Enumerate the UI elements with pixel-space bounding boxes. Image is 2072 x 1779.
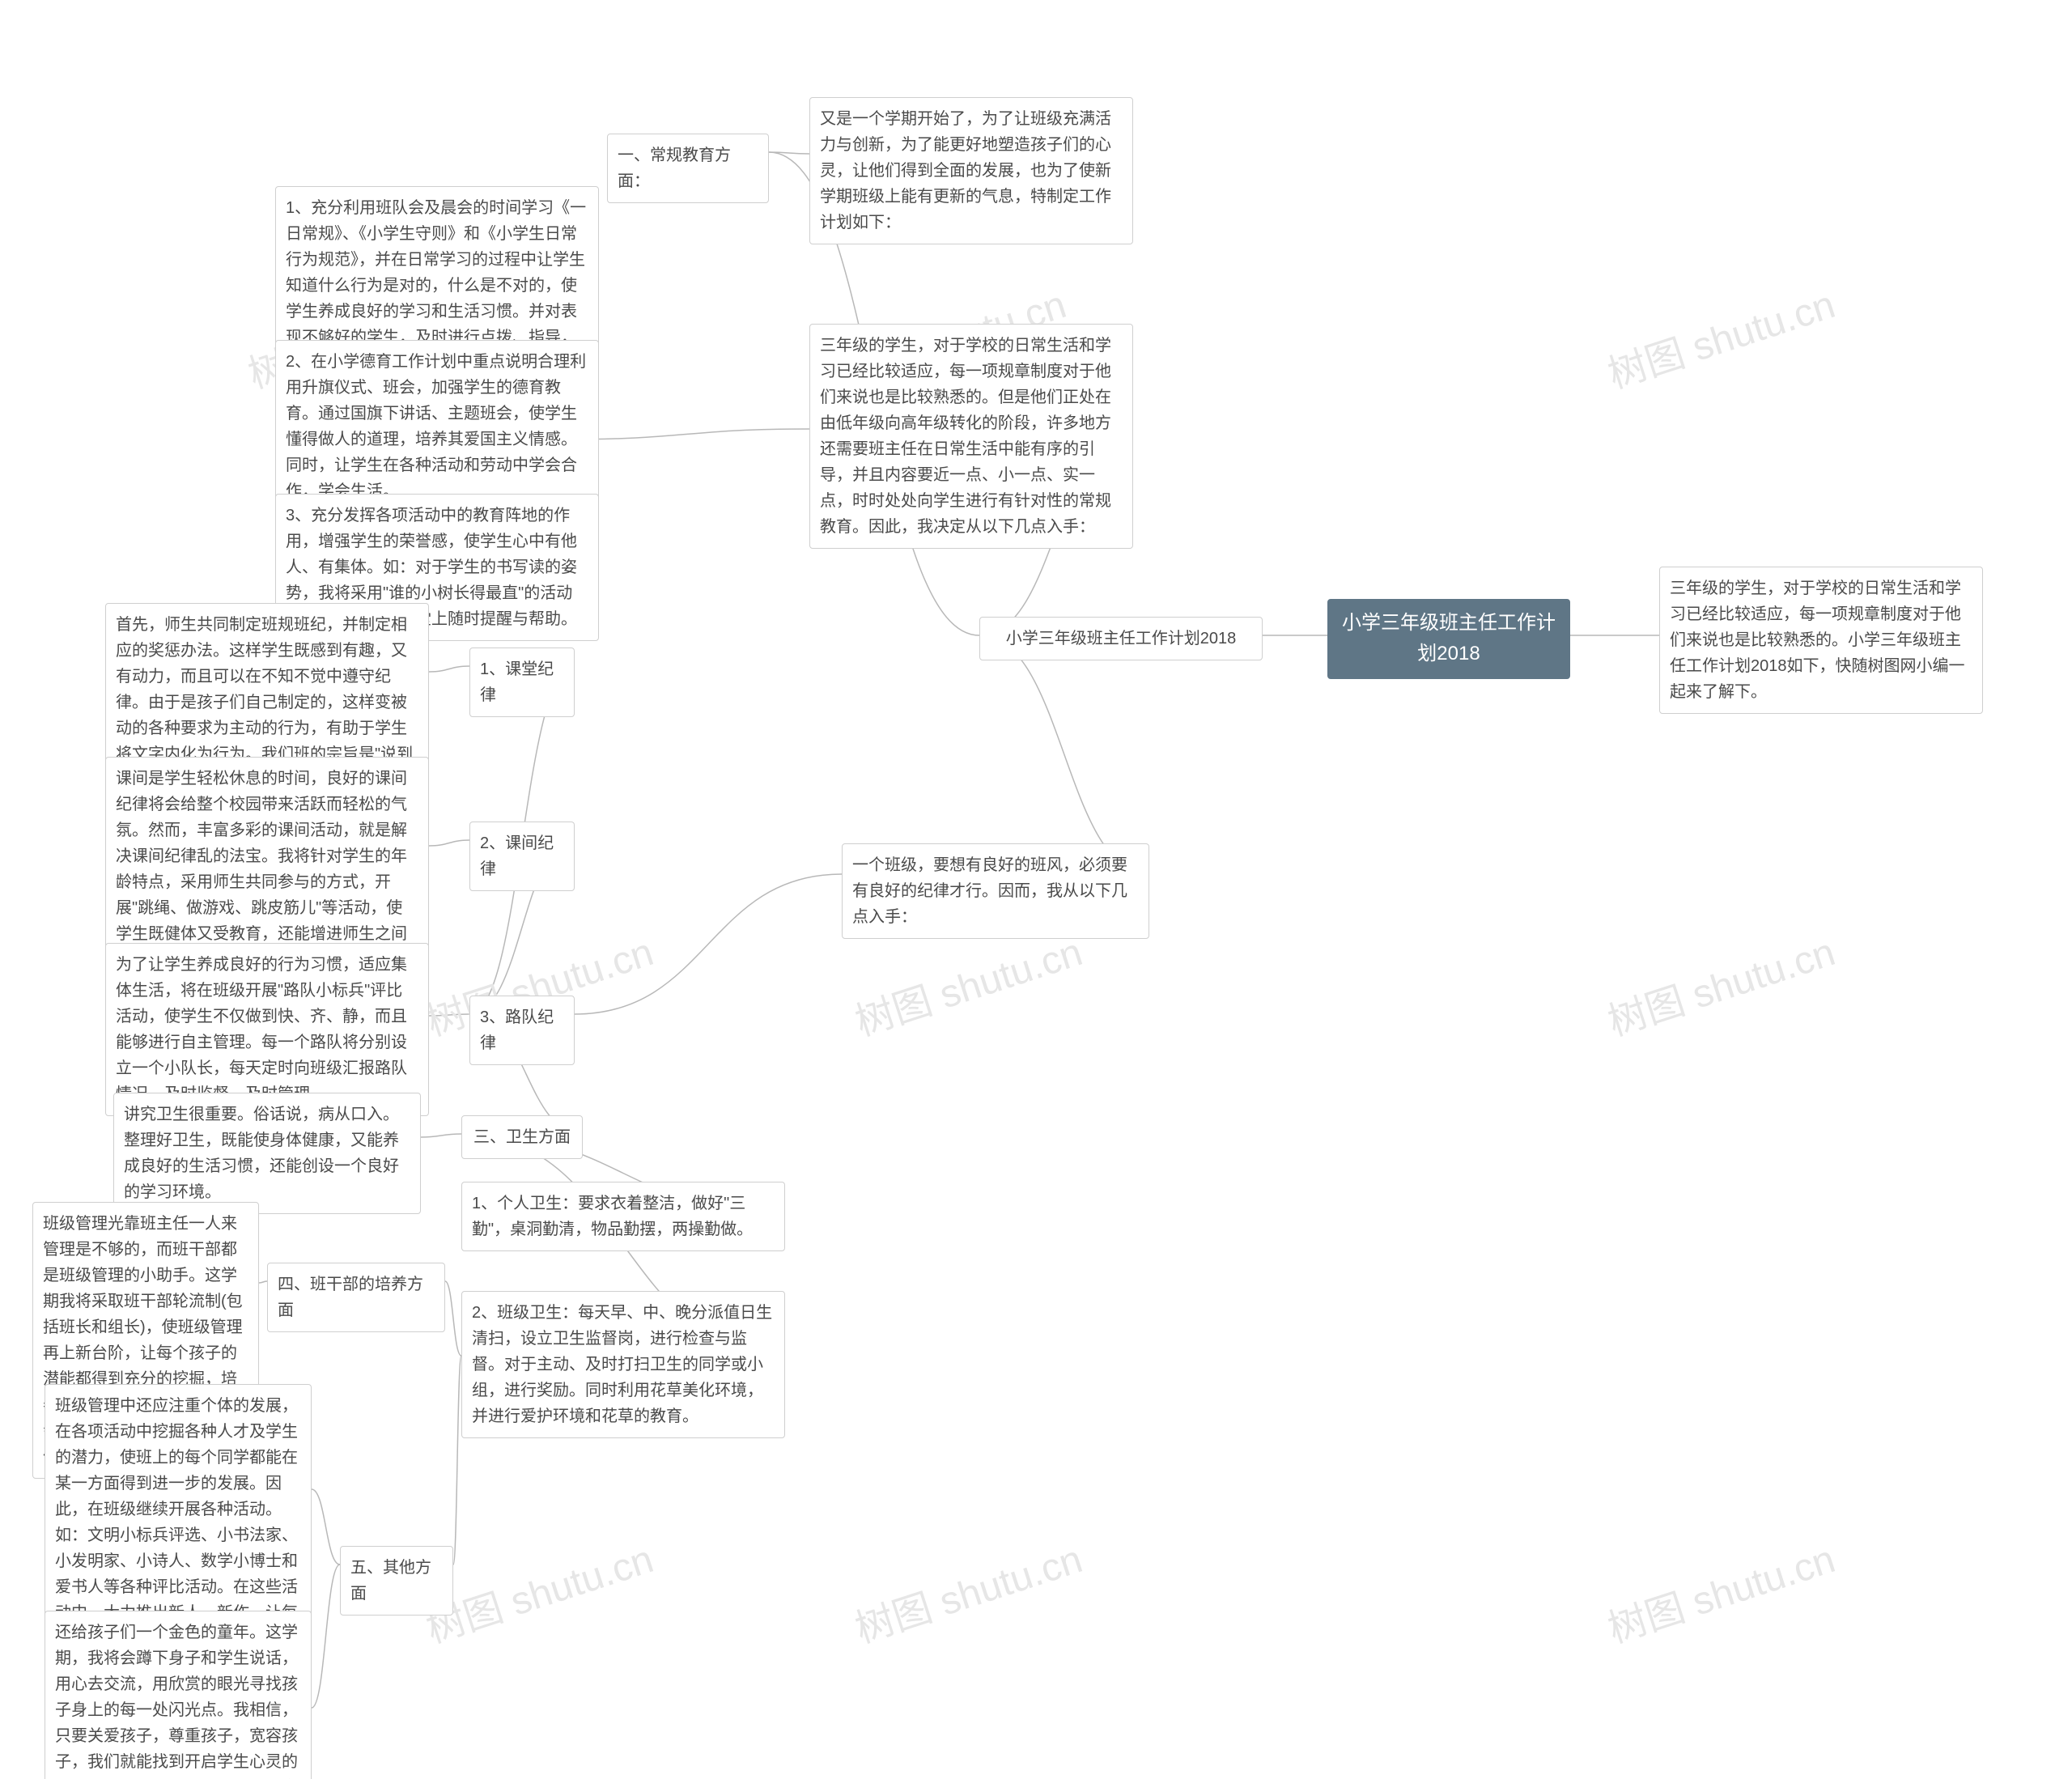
- connector: [312, 1565, 340, 1708]
- node-text: 2、课间纪律: [480, 830, 564, 882]
- node-text: 为了让学生养成良好的行为习惯，适应集体生活，将在班级开展"路队小标兵"评比活动，…: [116, 952, 418, 1107]
- watermark: 树图 shutu.cn: [1599, 273, 1841, 399]
- node-text: 一、常规教育方面：: [618, 142, 758, 194]
- node-text: 2、班级卫生：每天早、中、晚分派值日生清扫，设立卫生监督岗，进行检查与监督。对于…: [472, 1300, 775, 1429]
- node-text: 三年级的学生，对于学校的日常生活和学习已经比较适应，每一项规章制度对于他们来说也…: [1670, 575, 1972, 705]
- node-s2_2[interactable]: 2、在小学德育工作计划中重点说明合理利用升旗仪式、班会，加强学生的德育教育。通过…: [275, 340, 599, 513]
- node-text: 五、其他方面: [350, 1555, 443, 1607]
- node-text: 一个班级，要想有良好的班风，必须要有良好的纪律才行。因而，我从以下几点入手：: [852, 852, 1139, 930]
- node-s4d[interactable]: 讲究卫生很重要。俗话说，病从口入。整理好卫生，既能使身体健康，又能养成良好的生活…: [113, 1093, 421, 1214]
- connector: [259, 1281, 267, 1283]
- node-dup[interactable]: 小学三年级班主任工作计划2018: [979, 617, 1263, 660]
- node-text: 四、班干部的培养方面: [278, 1272, 435, 1323]
- node-s3_1[interactable]: 1、课堂纪律: [469, 647, 575, 717]
- node-text: 三年级的学生，对于学校的日常生活和学习已经比较适应，每一项规章制度对于他们来说也…: [820, 333, 1123, 540]
- node-s4_2[interactable]: 2、班级卫生：每天早、中、晚分派值日生清扫，设立卫生监督岗，进行检查与监督。对于…: [461, 1291, 785, 1438]
- node-s1d[interactable]: 又是一个学期开始了，为了让班级充满活力与创新，为了能更好地塑造孩子们的心灵，让他…: [809, 97, 1133, 244]
- node-text: 还给孩子们一个金色的童年。这学期，我将会蹲下身子和学生说话，用心去交流，用欣赏的…: [55, 1620, 301, 1779]
- watermark: 树图 shutu.cn: [847, 920, 1088, 1047]
- node-text: 2、在小学德育工作计划中重点说明合理利用升旗仪式、班会，加强学生的德育教育。通过…: [286, 349, 588, 504]
- watermark: 树图 shutu.cn: [1599, 1527, 1841, 1654]
- connector: [429, 1014, 469, 1016]
- node-s6_2[interactable]: 还给孩子们一个金色的童年。这学期，我将会蹲下身子和学生说话，用心去交流，用欣赏的…: [45, 1611, 312, 1779]
- node-text: 三、卫生方面: [473, 1124, 571, 1150]
- node-text: 1、课堂纪律: [480, 656, 564, 708]
- node-intro[interactable]: 三年级的学生，对于学校的日常生活和学习已经比较适应，每一项规章制度对于他们来说也…: [1659, 567, 1983, 714]
- connector: [979, 635, 1149, 874]
- connector: [769, 152, 809, 154]
- watermark: 树图 shutu.cn: [418, 1527, 659, 1654]
- node-text: 小学三年级班主任工作计划2018: [1006, 626, 1237, 652]
- node-s5[interactable]: 四、班干部的培养方面: [267, 1263, 445, 1332]
- node-text: 小学三年级班主任工作计划2018: [1338, 608, 1560, 670]
- node-text: 又是一个学期开始了，为了让班级充满活力与创新，为了能更好地塑造孩子们的心灵，让他…: [820, 106, 1123, 236]
- mindmap-canvas: 树图 shutu.cn 树图 shutu.cn 树图 shutu.cn 树图 shut…: [0, 0, 2072, 1779]
- node-s3note[interactable]: 一个班级，要想有良好的班风，必须要有良好的纪律才行。因而，我从以下几点入手：: [842, 843, 1149, 939]
- node-text: 1、个人卫生：要求衣着整洁，做好"三勤"，桌洞勤清，物品勤摆，两操勤做。: [472, 1191, 775, 1242]
- node-s3_3d[interactable]: 为了让学生养成良好的行为习惯，适应集体生活，将在班级开展"路队小标兵"评比活动，…: [105, 943, 429, 1116]
- node-s4_1[interactable]: 1、个人卫生：要求衣着整洁，做好"三勤"，桌洞勤清，物品勤摆，两操勤做。: [461, 1182, 785, 1251]
- connector: [429, 840, 469, 846]
- node-s6[interactable]: 五、其他方面: [340, 1546, 453, 1616]
- node-text: 3、路队纪律: [480, 1004, 564, 1056]
- connector: [453, 1356, 461, 1565]
- node-text: 讲究卫生很重要。俗话说，病从口入。整理好卫生，既能使身体健康，又能养成良好的生活…: [124, 1102, 410, 1205]
- connector: [445, 1281, 461, 1356]
- connector: [421, 1134, 461, 1137]
- connector: [563, 429, 809, 439]
- watermark: 树图 shutu.cn: [1599, 920, 1841, 1047]
- node-s4[interactable]: 三、卫生方面: [461, 1115, 583, 1159]
- node-root[interactable]: 小学三年级班主任工作计划2018: [1327, 599, 1570, 679]
- watermark: 树图 shutu.cn: [847, 1527, 1088, 1654]
- connector: [429, 666, 469, 672]
- node-s3_3[interactable]: 3、路队纪律: [469, 996, 575, 1065]
- connector: [312, 1489, 340, 1565]
- node-s1note[interactable]: 三年级的学生，对于学校的日常生活和学习已经比较适应，每一项规章制度对于他们来说也…: [809, 324, 1133, 549]
- node-s1[interactable]: 一、常规教育方面：: [607, 134, 769, 203]
- node-s3_2[interactable]: 2、课间纪律: [469, 822, 575, 891]
- connector: [575, 874, 842, 1014]
